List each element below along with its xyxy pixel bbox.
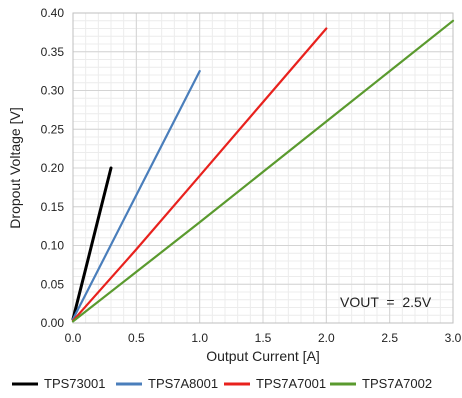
- x-tick-label: 3.0: [445, 331, 462, 345]
- x-tick-label: 1.0: [191, 331, 208, 345]
- y-tick-label: 0.10: [41, 239, 65, 253]
- plot-area-frame: [72, 12, 454, 324]
- y-axis-tick-labels: 0.00 0.05 0.10 0.15 0.20 0.25 0.30 0.35 0.40: [41, 6, 65, 330]
- y-tick-label: 0.35: [41, 45, 65, 59]
- y-tick-label: 0.25: [41, 122, 65, 136]
- vout-annotation: VOUT = 2.5V: [340, 294, 432, 310]
- y-tick-label: 0.05: [41, 277, 65, 291]
- legend: TPS73001 TPS7A8001 TPS7A7001 TPS7A7002: [12, 376, 432, 391]
- x-tick-label: 2.0: [318, 331, 335, 345]
- x-axis-tick-labels: 0.0 0.5 1.0 1.5 2.0 2.5 3.0: [65, 331, 462, 345]
- legend-label-tps7a7002: TPS7A7002: [362, 376, 432, 391]
- series-lines: [71, 19, 455, 323]
- legend-label-tps7a8001: TPS7A8001: [148, 376, 218, 391]
- x-tick-label: 2.5: [381, 331, 398, 345]
- x-tick-label: 1.5: [255, 331, 272, 345]
- y-tick-label: 0.00: [41, 316, 65, 330]
- y-tick-label: 0.30: [41, 84, 65, 98]
- series-line-tps7a7001: [71, 27, 328, 322]
- y-tick-label: 0.15: [41, 200, 65, 214]
- y-axis-title: Dropout Voltage [V]: [7, 107, 23, 228]
- legend-label-tps73001: TPS73001: [44, 376, 105, 391]
- y-tick-label: 0.20: [41, 161, 65, 175]
- x-axis-title: Output Current [A]: [206, 348, 320, 364]
- x-tick-label: 0.0: [65, 331, 82, 345]
- y-tick-label: 0.40: [41, 6, 65, 20]
- series-line-tps7a7002: [71, 19, 455, 323]
- legend-label-tps7a7001: TPS7A7001: [256, 376, 326, 391]
- series-line-tps73001: [71, 166, 113, 321]
- x-tick-label: 0.5: [128, 331, 145, 345]
- series-line-tps7a8001: [71, 69, 201, 321]
